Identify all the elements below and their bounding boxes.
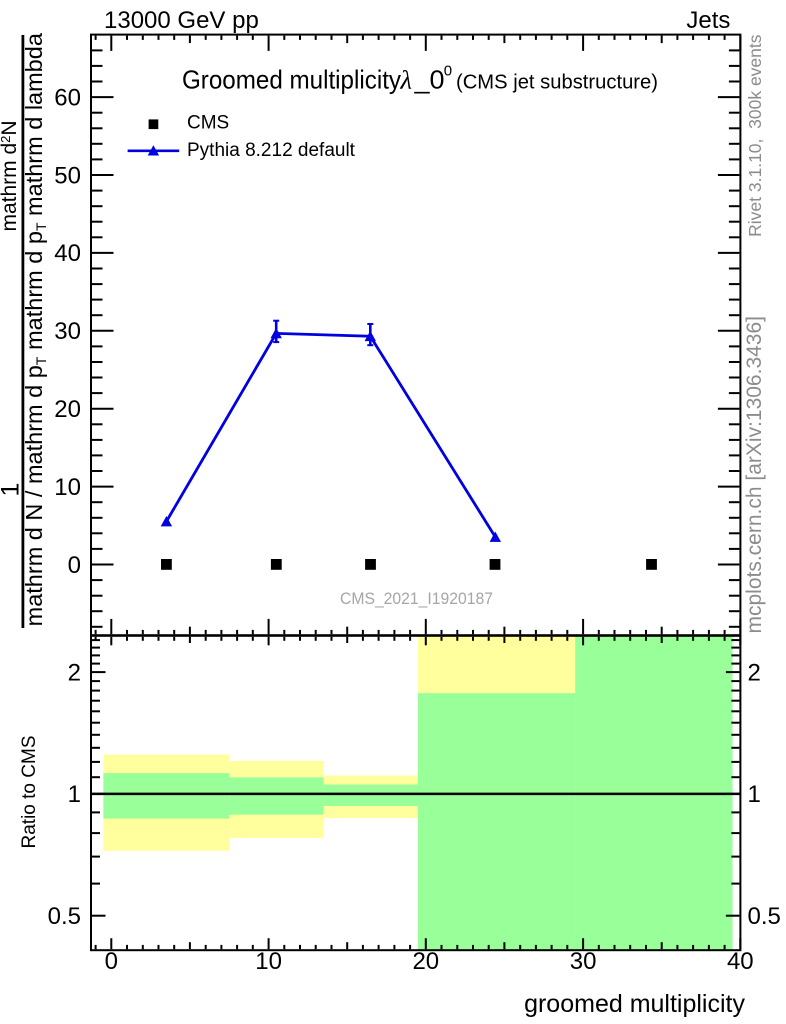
svg-text:mathrm d pT mathrm d lambda: mathrm d pT mathrm d lambda	[21, 32, 49, 350]
svg-text:20: 20	[54, 396, 81, 423]
svg-text:Rivet 3.1.10, 300k events: Rivet 3.1.10, 300k events	[745, 34, 765, 237]
svg-text:10: 10	[54, 474, 81, 501]
svg-text:0: 0	[105, 948, 118, 975]
svg-text:CMS_2021_I1920187: CMS_2021_I1920187	[340, 590, 493, 608]
svg-text:_0: _0	[413, 64, 444, 94]
svg-text:10: 10	[255, 948, 282, 975]
svg-text:0: 0	[68, 552, 81, 579]
svg-text:0.5: 0.5	[748, 903, 781, 930]
svg-text:groomed multiplicity: groomed multiplicity	[524, 990, 745, 1018]
svg-text:1: 1	[0, 483, 25, 497]
svg-text:40: 40	[727, 948, 754, 975]
svg-text:13000 GeV pp: 13000 GeV pp	[104, 7, 259, 34]
svg-text:40: 40	[54, 240, 81, 267]
svg-text:mcplots.cern.ch [arXiv:1306.34: mcplots.cern.ch [arXiv:1306.3436]	[743, 316, 766, 634]
svg-text:mathrm d2N: mathrm d2N	[0, 120, 21, 231]
svg-text:2: 2	[748, 659, 761, 686]
svg-text:30: 30	[54, 318, 81, 345]
svg-text:mathrm d N / mathrm d pT: mathrm d N / mathrm d pT	[21, 356, 49, 626]
svg-text:Pythia 8.212 default: Pythia 8.212 default	[187, 140, 356, 161]
svg-text:Jets: Jets	[686, 7, 730, 34]
svg-text:1: 1	[748, 781, 761, 808]
svg-text:2: 2	[68, 659, 81, 686]
svg-text:50: 50	[54, 162, 81, 189]
svg-text:20: 20	[412, 948, 439, 975]
svg-text:0: 0	[444, 63, 452, 80]
svg-text:1: 1	[68, 781, 81, 808]
svg-text:Groomed multiplicity: Groomed multiplicity	[182, 64, 401, 94]
svg-text:(CMS jet substructure): (CMS jet substructure)	[456, 71, 658, 94]
svg-text:λ: λ	[400, 64, 412, 94]
svg-text:60: 60	[54, 84, 81, 111]
svg-text:30: 30	[570, 948, 597, 975]
svg-text:0.5: 0.5	[48, 903, 81, 930]
svg-text:CMS: CMS	[187, 113, 229, 134]
svg-text:Ratio to CMS: Ratio to CMS	[19, 736, 40, 849]
